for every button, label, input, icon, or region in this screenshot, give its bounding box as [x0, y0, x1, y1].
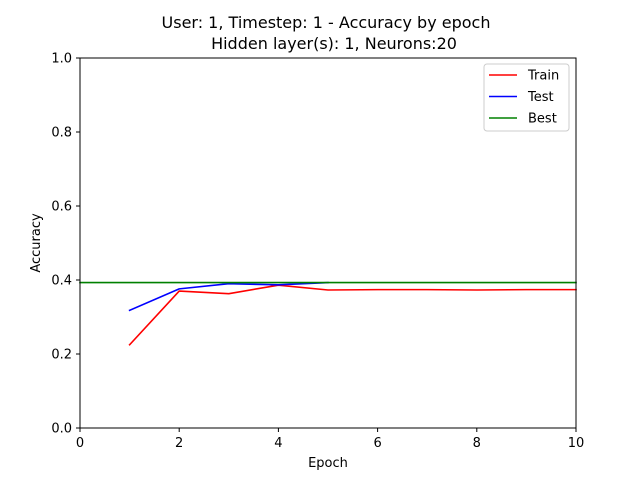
x-tick-label: 10 — [568, 436, 585, 451]
chart-title-line-2: Hidden layer(s): 1, Neurons:20 — [211, 34, 457, 53]
legend-label-best: Best — [528, 112, 557, 127]
y-axis-ticks: 0.0 0.2 0.4 0.6 0.8 1.0 — [51, 52, 80, 437]
y-tick-label: 0.0 — [51, 422, 72, 437]
legend-box — [483, 63, 570, 132]
x-axis-ticks: 0 2 4 6 8 10 — [76, 428, 584, 451]
plot-lines — [79, 281, 577, 346]
legend-label-test: Test — [527, 90, 554, 105]
y-tick-label: 1.0 — [51, 52, 72, 67]
legend-label-train: Train — [527, 69, 559, 84]
chart-title-line-1: User: 1, Timestep: 1 - Accuracy by epoch — [162, 13, 491, 32]
y-tick-label: 0.4 — [51, 274, 72, 289]
legend-entries: Train Test Best — [489, 69, 559, 127]
x-tick-label: 2 — [175, 436, 183, 451]
x-axis-label: Epoch — [308, 456, 348, 471]
y-tick-label: 0.6 — [51, 200, 72, 215]
x-tick-label: 6 — [373, 436, 381, 451]
series-line-test — [128, 281, 329, 312]
x-tick-label: 0 — [76, 436, 84, 451]
legend: Train Test Best — [483, 63, 570, 132]
series-line-train — [128, 284, 577, 346]
y-axis-label: Accuracy — [29, 213, 44, 273]
y-tick-label: 0.2 — [51, 348, 72, 363]
x-tick-label: 4 — [274, 436, 282, 451]
y-tick-label: 0.8 — [51, 126, 72, 141]
plot-frame — [79, 57, 577, 429]
x-tick-label: 8 — [473, 436, 481, 451]
